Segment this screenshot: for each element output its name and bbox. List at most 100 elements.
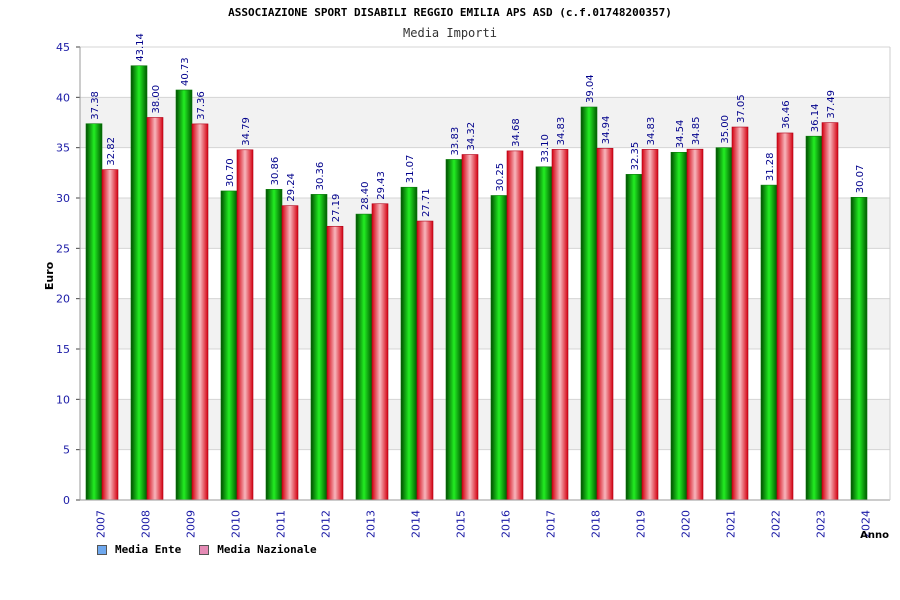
- data-label: 43.14: [135, 33, 146, 62]
- legend-swatch-nazionale: [199, 544, 210, 555]
- bar-ente: [535, 166, 553, 501]
- data-label: 30.07: [855, 165, 866, 194]
- bar-ente: [130, 65, 148, 501]
- bar-ente: [85, 123, 103, 501]
- x-tick-label: 2017: [545, 510, 558, 538]
- data-label: 28.40: [360, 181, 371, 210]
- data-label: 36.46: [781, 100, 792, 129]
- x-tick-label: 2024: [860, 510, 873, 538]
- y-tick-label: 45: [56, 41, 70, 54]
- x-tick-label: 2013: [365, 510, 378, 538]
- bar-nazionale: [731, 126, 749, 501]
- x-tick-label: 2010: [230, 510, 243, 538]
- bar-nazionale: [551, 149, 569, 501]
- bar-ente: [625, 174, 643, 501]
- data-label: 30.36: [315, 162, 326, 191]
- legend: Media Ente Media Nazionale: [97, 543, 317, 556]
- x-tick-label: 2007: [95, 510, 108, 538]
- bar-nazionale: [191, 123, 209, 501]
- bar-ente: [670, 151, 688, 501]
- x-tick-label: 2022: [770, 510, 783, 538]
- data-label: 32.35: [630, 142, 641, 171]
- bar-nazionale: [506, 150, 524, 501]
- y-tick-label: 10: [56, 393, 70, 406]
- bar-ente: [220, 190, 238, 501]
- x-tick-label: 2021: [725, 510, 738, 538]
- legend-item-ente: Media Ente: [97, 543, 181, 556]
- bar-ente: [850, 196, 868, 501]
- chart-subtitle: Media Importi: [403, 26, 497, 40]
- y-tick-label: 0: [63, 494, 70, 507]
- bar-nazionale: [236, 149, 254, 501]
- x-tick-label: 2019: [635, 510, 648, 538]
- data-label: 29.24: [286, 173, 297, 202]
- data-label: 34.54: [675, 120, 686, 149]
- legend-label-ente: Media Ente: [115, 543, 182, 556]
- y-tick-label: 25: [56, 242, 70, 255]
- bar-nazionale: [371, 203, 389, 501]
- data-label: 37.05: [736, 94, 747, 123]
- data-label: 34.83: [646, 117, 657, 146]
- x-tick-label: 2018: [590, 510, 603, 538]
- bar-ente: [445, 159, 463, 501]
- bar-nazionale: [821, 122, 839, 501]
- data-label: 34.85: [691, 117, 702, 146]
- data-label: 40.73: [180, 57, 191, 86]
- data-label: 34.79: [241, 117, 252, 146]
- bar-ente: [175, 89, 193, 501]
- x-tick-label: 2015: [455, 510, 468, 538]
- bar-ente: [400, 186, 418, 501]
- x-tick-label: 2009: [185, 510, 198, 538]
- x-axis-label: Anno: [860, 530, 889, 541]
- data-label: 37.38: [90, 91, 101, 120]
- y-tick-label: 15: [56, 343, 70, 356]
- data-label: 37.49: [826, 90, 837, 119]
- bar-nazionale: [416, 220, 434, 501]
- data-label: 30.25: [495, 163, 506, 192]
- bar-ente: [715, 147, 733, 501]
- legend-item-nazionale: Media Nazionale: [199, 543, 317, 556]
- bar-nazionale: [686, 148, 704, 501]
- bar-nazionale: [101, 169, 119, 501]
- bar-nazionale: [596, 147, 614, 501]
- grid-band: [80, 97, 890, 148]
- bar-ente: [490, 195, 508, 501]
- data-label: 29.43: [376, 171, 387, 200]
- bar-ente: [355, 213, 373, 501]
- data-label: 34.32: [466, 122, 477, 151]
- x-tick-label: 2008: [140, 510, 153, 538]
- chart-title: ASSOCIAZIONE SPORT DISABILI REGGIO EMILI…: [228, 6, 672, 19]
- bar-nazionale: [776, 132, 794, 501]
- bar-ente: [760, 184, 778, 501]
- data-label: 31.28: [765, 152, 776, 181]
- data-label: 34.94: [601, 116, 612, 145]
- grid-band: [80, 298, 890, 349]
- bar-nazionale: [326, 225, 344, 501]
- grid-band: [80, 399, 890, 450]
- legend-label-nazionale: Media Nazionale: [217, 543, 317, 556]
- data-label: 30.86: [270, 157, 281, 186]
- y-axis-label: Euro: [43, 261, 56, 290]
- data-label: 31.07: [405, 155, 416, 184]
- y-tick-label: 30: [56, 192, 70, 205]
- bar-nazionale: [146, 117, 164, 501]
- data-label: 37.36: [196, 91, 207, 120]
- bar-ente: [265, 189, 283, 501]
- y-tick-label: 35: [56, 142, 70, 155]
- data-label: 39.04: [585, 74, 596, 103]
- bar-ente: [580, 106, 598, 501]
- bar-nazionale: [281, 205, 299, 501]
- bar-ente: [805, 135, 823, 501]
- data-label: 27.19: [331, 194, 342, 223]
- x-tick-label: 2023: [815, 510, 828, 538]
- data-label: 33.83: [450, 127, 461, 156]
- x-tick-label: 2012: [320, 510, 333, 538]
- x-tick-label: 2014: [410, 510, 423, 538]
- y-tick-label: 20: [56, 293, 70, 306]
- x-tick-label: 2011: [275, 510, 288, 538]
- legend-swatch-ente: [97, 544, 107, 555]
- data-label: 35.00: [720, 115, 731, 144]
- data-label: 38.00: [151, 85, 162, 114]
